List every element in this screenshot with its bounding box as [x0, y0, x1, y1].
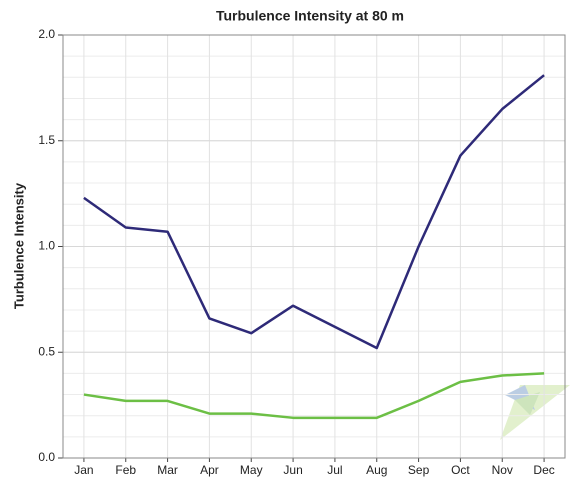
x-tick-label: Dec: [533, 463, 554, 477]
x-tick-label: Jan: [74, 463, 93, 477]
y-tick-label: 0.5: [38, 344, 55, 358]
x-tick-label: Nov: [492, 463, 513, 477]
x-tick-label: Aug: [366, 463, 387, 477]
x-tick-label: Jul: [327, 463, 342, 477]
x-tick-label: Apr: [200, 463, 219, 477]
x-tick-label: Mar: [157, 463, 178, 477]
x-tick-label: Feb: [115, 463, 136, 477]
plot-frame: [62, 34, 566, 459]
x-tick-label: May: [240, 463, 263, 477]
series-line: [83, 74, 545, 350]
x-tick-label: Jun: [283, 463, 302, 477]
y-tick-label: 2.0: [38, 27, 55, 41]
y-tick-label: 1.5: [38, 133, 55, 147]
chart-title: Turbulence Intensity at 80 m: [216, 8, 404, 24]
y-axis-title: Turbulence Intensity: [11, 182, 26, 309]
x-tick-label: Oct: [451, 463, 470, 477]
y-tick-label: 0.0: [38, 450, 55, 464]
series-line: [83, 372, 545, 420]
y-tick-label: 1.0: [38, 239, 55, 253]
logo: [500, 385, 570, 440]
x-tick-label: Sep: [408, 463, 430, 477]
